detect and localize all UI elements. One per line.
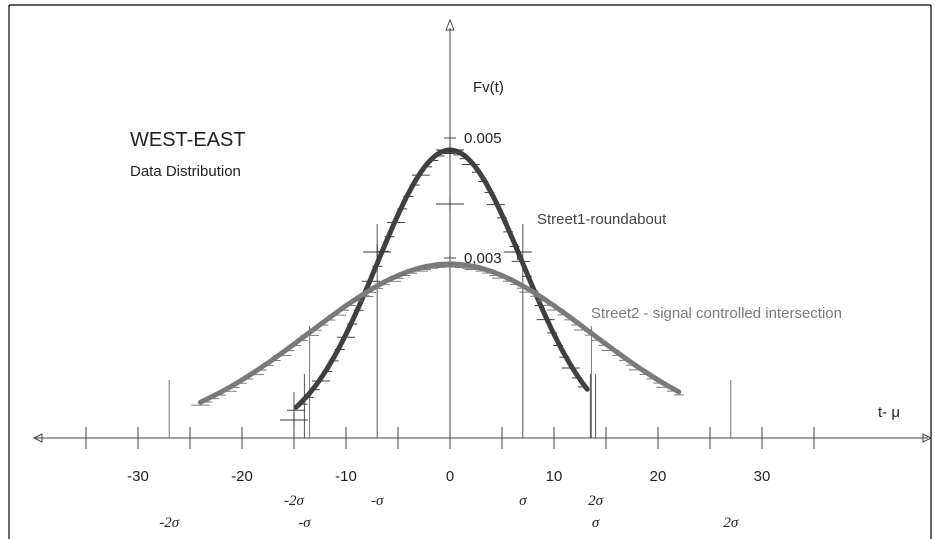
series-label-street1: Street1-roundabout <box>537 211 667 228</box>
sigma-label: -σ <box>371 493 384 509</box>
sigma-label: 2σ <box>588 493 604 509</box>
chart-title: WEST-EAST <box>130 129 246 151</box>
y-axis-arrow <box>445 18 455 31</box>
chart-subtitle: Data Distribution <box>130 163 241 180</box>
sigma-label: -2σ <box>159 515 179 531</box>
x-tick-label: -10 <box>335 468 357 485</box>
x-tick-label: 10 <box>546 468 563 485</box>
x-axis-label: t- μ <box>878 404 900 421</box>
x-tick-label: 30 <box>754 468 771 485</box>
y-value-label: 0.005 <box>464 130 502 147</box>
series-layer <box>191 142 684 428</box>
x-axis-left-arrow <box>32 433 43 443</box>
sigma-label: 2σ <box>723 515 739 531</box>
y-value-label: 0,003 <box>464 250 502 267</box>
sigma-label: -2σ <box>284 493 304 509</box>
series-line-street2 <box>197 261 682 405</box>
series-label-street2: Street2 - signal controlled intersection <box>591 305 842 322</box>
sigma-label: σ <box>519 493 527 509</box>
y-axis-label: Fv(t) <box>473 79 504 96</box>
chart-frame <box>8 4 932 539</box>
x-axis-right-arrow <box>922 433 933 443</box>
series-line-street1 <box>293 147 590 410</box>
sigma-label: -σ <box>298 515 311 531</box>
x-tick-label: -20 <box>231 468 253 485</box>
x-tick-label: 0 <box>446 468 454 485</box>
x-tick-label: -30 <box>127 468 149 485</box>
x-tick-label: 20 <box>650 468 667 485</box>
axis-layer: -30 -20 -10 0 10 20 30 0.005 0,003 -2σ -σ σ 2σ -2σ -σ σ… <box>32 18 933 531</box>
sigma-label: σ <box>592 515 600 531</box>
